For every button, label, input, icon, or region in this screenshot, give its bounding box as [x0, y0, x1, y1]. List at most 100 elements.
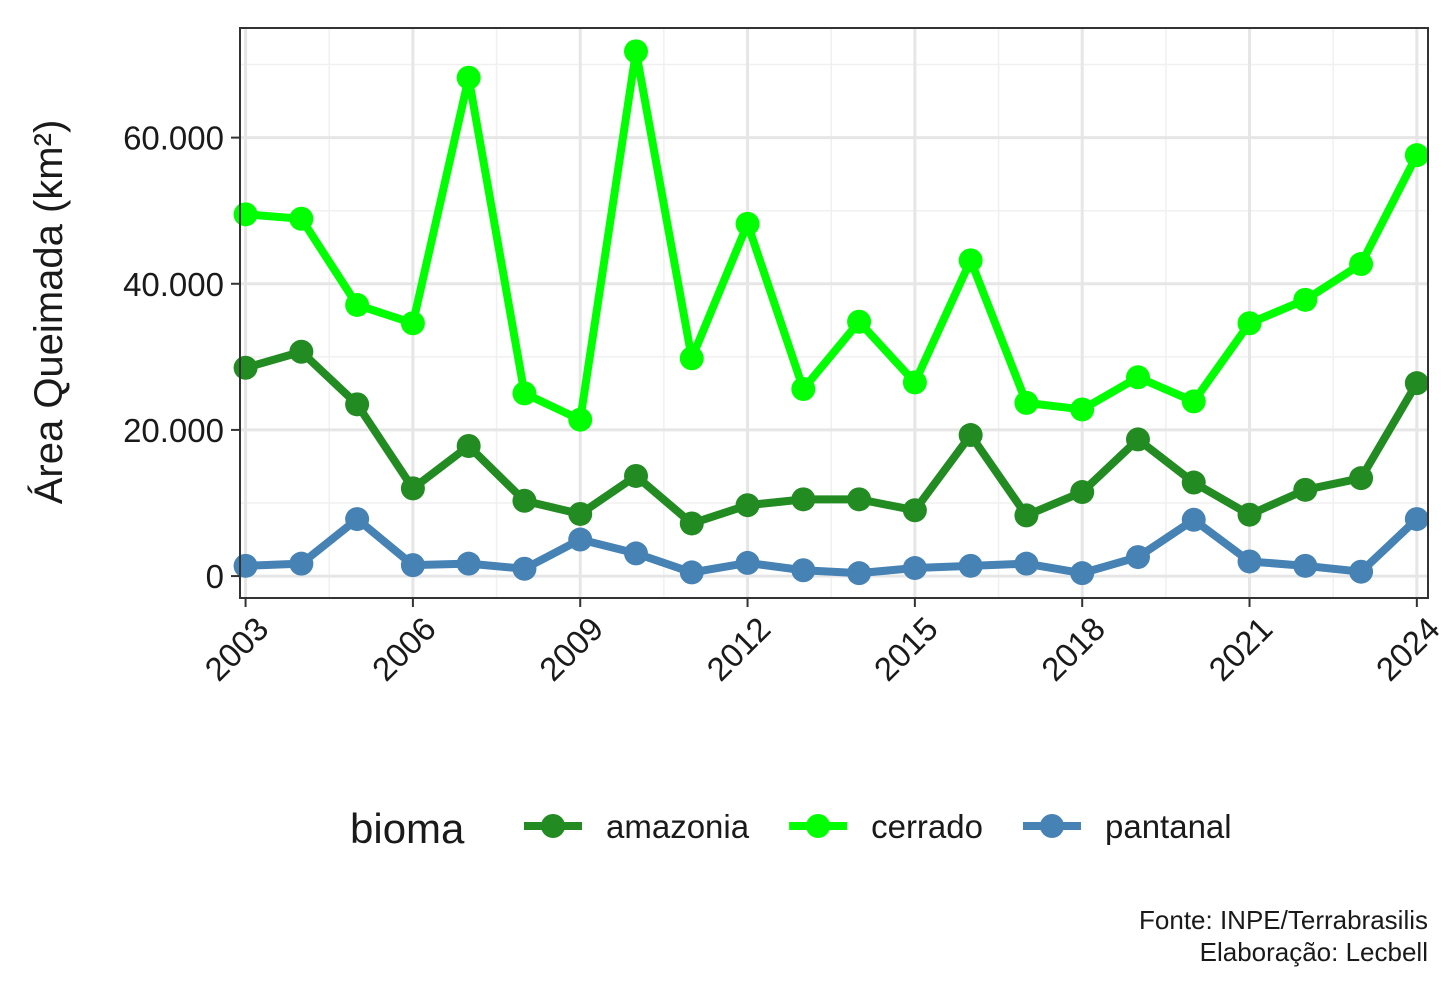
data-point-amazonia [1125, 427, 1150, 452]
x-tick-label: 2012 [699, 610, 777, 688]
data-point-pantanal [1014, 551, 1039, 576]
data-point-amazonia [958, 423, 983, 448]
data-point-cerrado [679, 346, 704, 371]
data-point-cerrado [791, 377, 816, 401]
data-point-cerrado [1237, 311, 1262, 336]
data-point-pantanal [1349, 559, 1374, 584]
data-point-amazonia [902, 498, 927, 523]
series-cerrado [233, 39, 1429, 432]
data-point-amazonia [1404, 371, 1429, 396]
data-point-cerrado [568, 407, 593, 432]
data-point-amazonia [1014, 503, 1039, 528]
data-point-amazonia [512, 488, 537, 513]
data-point-cerrado [624, 39, 648, 64]
data-point-amazonia [1293, 477, 1318, 502]
data-point-pantanal [902, 556, 927, 581]
data-point-pantanal [289, 551, 314, 576]
data-point-amazonia [1181, 470, 1206, 495]
legend-label: cerrado [871, 808, 983, 845]
legend-item-pantanal: pantanal [1022, 808, 1232, 845]
data-point-pantanal [1293, 553, 1318, 578]
series-pantanal [233, 507, 1429, 586]
y-tick-label: 40.000 [123, 266, 224, 303]
data-point-amazonia [624, 463, 648, 488]
data-point-cerrado [735, 211, 760, 236]
data-point-amazonia [233, 355, 258, 380]
data-point-cerrado [1125, 365, 1150, 390]
data-point-amazonia [400, 476, 425, 501]
data-point-pantanal [1404, 507, 1429, 532]
data-point-pantanal [1070, 561, 1095, 586]
data-point-pantanal [512, 556, 537, 581]
data-point-pantanal [679, 560, 704, 585]
legend-title: bioma [350, 805, 465, 852]
data-point-pantanal [400, 553, 425, 578]
plot-panel-border [239, 27, 1429, 599]
series-line-cerrado [241, 47, 1421, 424]
legend-key-point [806, 814, 831, 838]
data-point-cerrado [1404, 143, 1429, 168]
y-tick-label: 0 [206, 558, 224, 595]
legend: bioma amazonia cerrado pantanal [350, 805, 1232, 852]
data-point-cerrado [1293, 287, 1318, 312]
y-tick-label: 60.000 [123, 120, 224, 157]
data-point-cerrado [847, 309, 872, 334]
data-point-pantanal [847, 561, 872, 586]
x-tick-label: 2018 [1034, 610, 1112, 688]
x-tick-label: 2003 [197, 610, 275, 688]
legend-label: amazonia [606, 808, 750, 845]
legend-key-point [1039, 814, 1064, 838]
data-point-pantanal [233, 553, 258, 578]
data-point-pantanal [1181, 507, 1206, 532]
data-point-cerrado [233, 202, 258, 227]
series-amazonia [233, 339, 1429, 536]
data-point-pantanal [456, 551, 481, 576]
x-tick-label: 2021 [1201, 610, 1279, 688]
data-point-cerrado [345, 292, 370, 317]
data-point-amazonia [791, 487, 816, 512]
author-caption: Elaboração: Lecbell [1199, 937, 1428, 967]
data-point-cerrado [1070, 397, 1095, 422]
data-point-cerrado [902, 370, 927, 395]
series-line-amazonia [241, 347, 1421, 528]
data-point-cerrado [1181, 389, 1206, 414]
data-point-cerrado [1349, 252, 1374, 277]
data-point-pantanal [568, 527, 593, 552]
data-point-cerrado [289, 206, 314, 231]
data-point-amazonia [1349, 466, 1374, 491]
data-point-amazonia [456, 434, 481, 458]
data-point-amazonia [289, 339, 314, 364]
data-point-cerrado [400, 311, 425, 336]
data-point-amazonia [735, 493, 760, 518]
data-point-cerrado [1014, 390, 1039, 415]
data-point-pantanal [1125, 545, 1150, 570]
data-point-pantanal [958, 553, 983, 578]
x-tick-label: 2006 [365, 610, 443, 688]
legend-item-amazonia: amazonia [524, 808, 750, 845]
series-line-pantanal [241, 515, 1421, 578]
x-tick-label: 2015 [867, 610, 945, 688]
data-point-cerrado [958, 248, 983, 273]
data-point-amazonia [679, 511, 704, 536]
x-tick-label: 2009 [532, 610, 610, 688]
legend-label: pantanal [1105, 808, 1232, 845]
data-point-pantanal [345, 507, 370, 532]
legend-item-cerrado: cerrado [789, 808, 983, 845]
legend-key-point [541, 814, 565, 838]
source-caption: Fonte: INPE/Terrabrasilis [1139, 905, 1428, 935]
data-point-amazonia [847, 487, 872, 512]
data-point-pantanal [735, 550, 760, 575]
data-point-amazonia [568, 501, 593, 526]
data-point-pantanal [791, 558, 816, 583]
series-lines [233, 39, 1429, 586]
y-axis-title: Área Queimada (km²) [26, 120, 71, 505]
data-point-cerrado [456, 65, 481, 90]
y-tick-label: 20.000 [123, 412, 224, 449]
data-point-amazonia [345, 392, 370, 417]
data-point-cerrado [512, 381, 537, 406]
data-point-pantanal [1237, 549, 1262, 574]
x-tick-label: 2024 [1369, 610, 1447, 688]
data-point-amazonia [1070, 480, 1095, 505]
data-point-pantanal [624, 541, 648, 566]
